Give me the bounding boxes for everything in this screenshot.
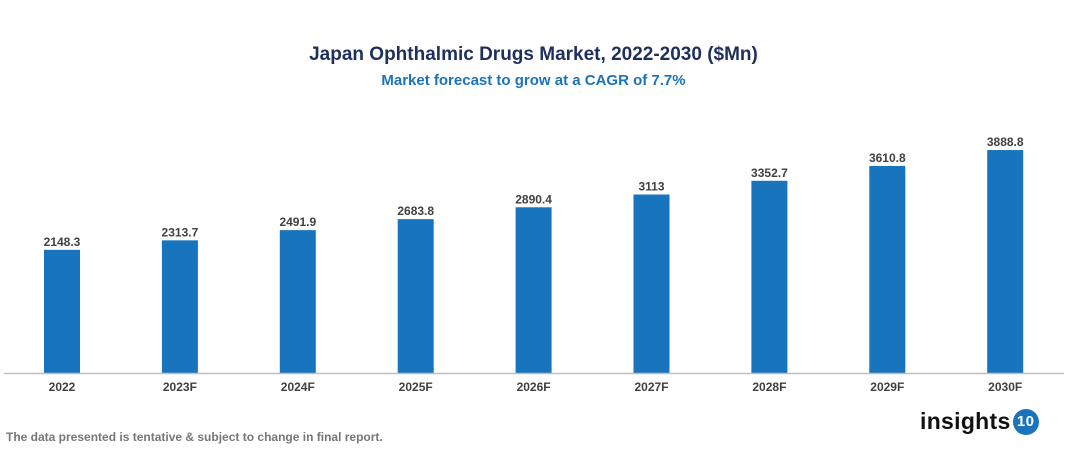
bar-2027F	[633, 194, 670, 373]
insights10-logo: insights 10	[920, 408, 1039, 435]
data-label: 2890.4	[515, 192, 552, 206]
x-tick-label: 2026F	[517, 380, 551, 394]
x-tick-label: 2030F	[988, 380, 1022, 394]
x-tick-label: 2022	[49, 380, 76, 394]
x-tick-label: 2027F	[634, 380, 668, 394]
x-tick-label: 2024F	[281, 380, 315, 394]
bar-2029F	[869, 165, 906, 373]
chart-title: Japan Ophthalmic Drugs Market, 2022-2030…	[309, 44, 758, 65]
data-label: 2313.7	[162, 225, 199, 239]
data-label: 2683.8	[397, 204, 434, 218]
x-tick-label: 2028F	[752, 380, 786, 394]
data-label: 2491.9	[279, 215, 316, 229]
bar-2022	[44, 249, 80, 373]
data-label: 3352.7	[751, 166, 788, 180]
bar-2025F	[397, 219, 434, 373]
logo-text: insights	[920, 408, 1011, 434]
data-label: 2148.3	[44, 235, 81, 249]
data-label: 3610.8	[869, 151, 906, 165]
x-tick-label: 2023F	[163, 380, 197, 394]
data-label: 3113	[638, 180, 664, 194]
bar-2028F	[751, 180, 788, 373]
bar-2024F	[279, 230, 316, 373]
bar-2030F	[987, 150, 1024, 373]
bar-2023F	[161, 240, 198, 373]
x-tick-label: 2025F	[399, 380, 433, 394]
logo-badge: 10	[1012, 408, 1039, 435]
footnote: The data presented is tentative & subjec…	[6, 430, 383, 444]
x-tick-label: 2029F	[870, 380, 904, 394]
chart-subtitle: Market forecast to grow at a CAGR of 7.7…	[381, 72, 686, 89]
bar-2026F	[515, 207, 552, 373]
data-label: 3888.8	[987, 135, 1024, 149]
